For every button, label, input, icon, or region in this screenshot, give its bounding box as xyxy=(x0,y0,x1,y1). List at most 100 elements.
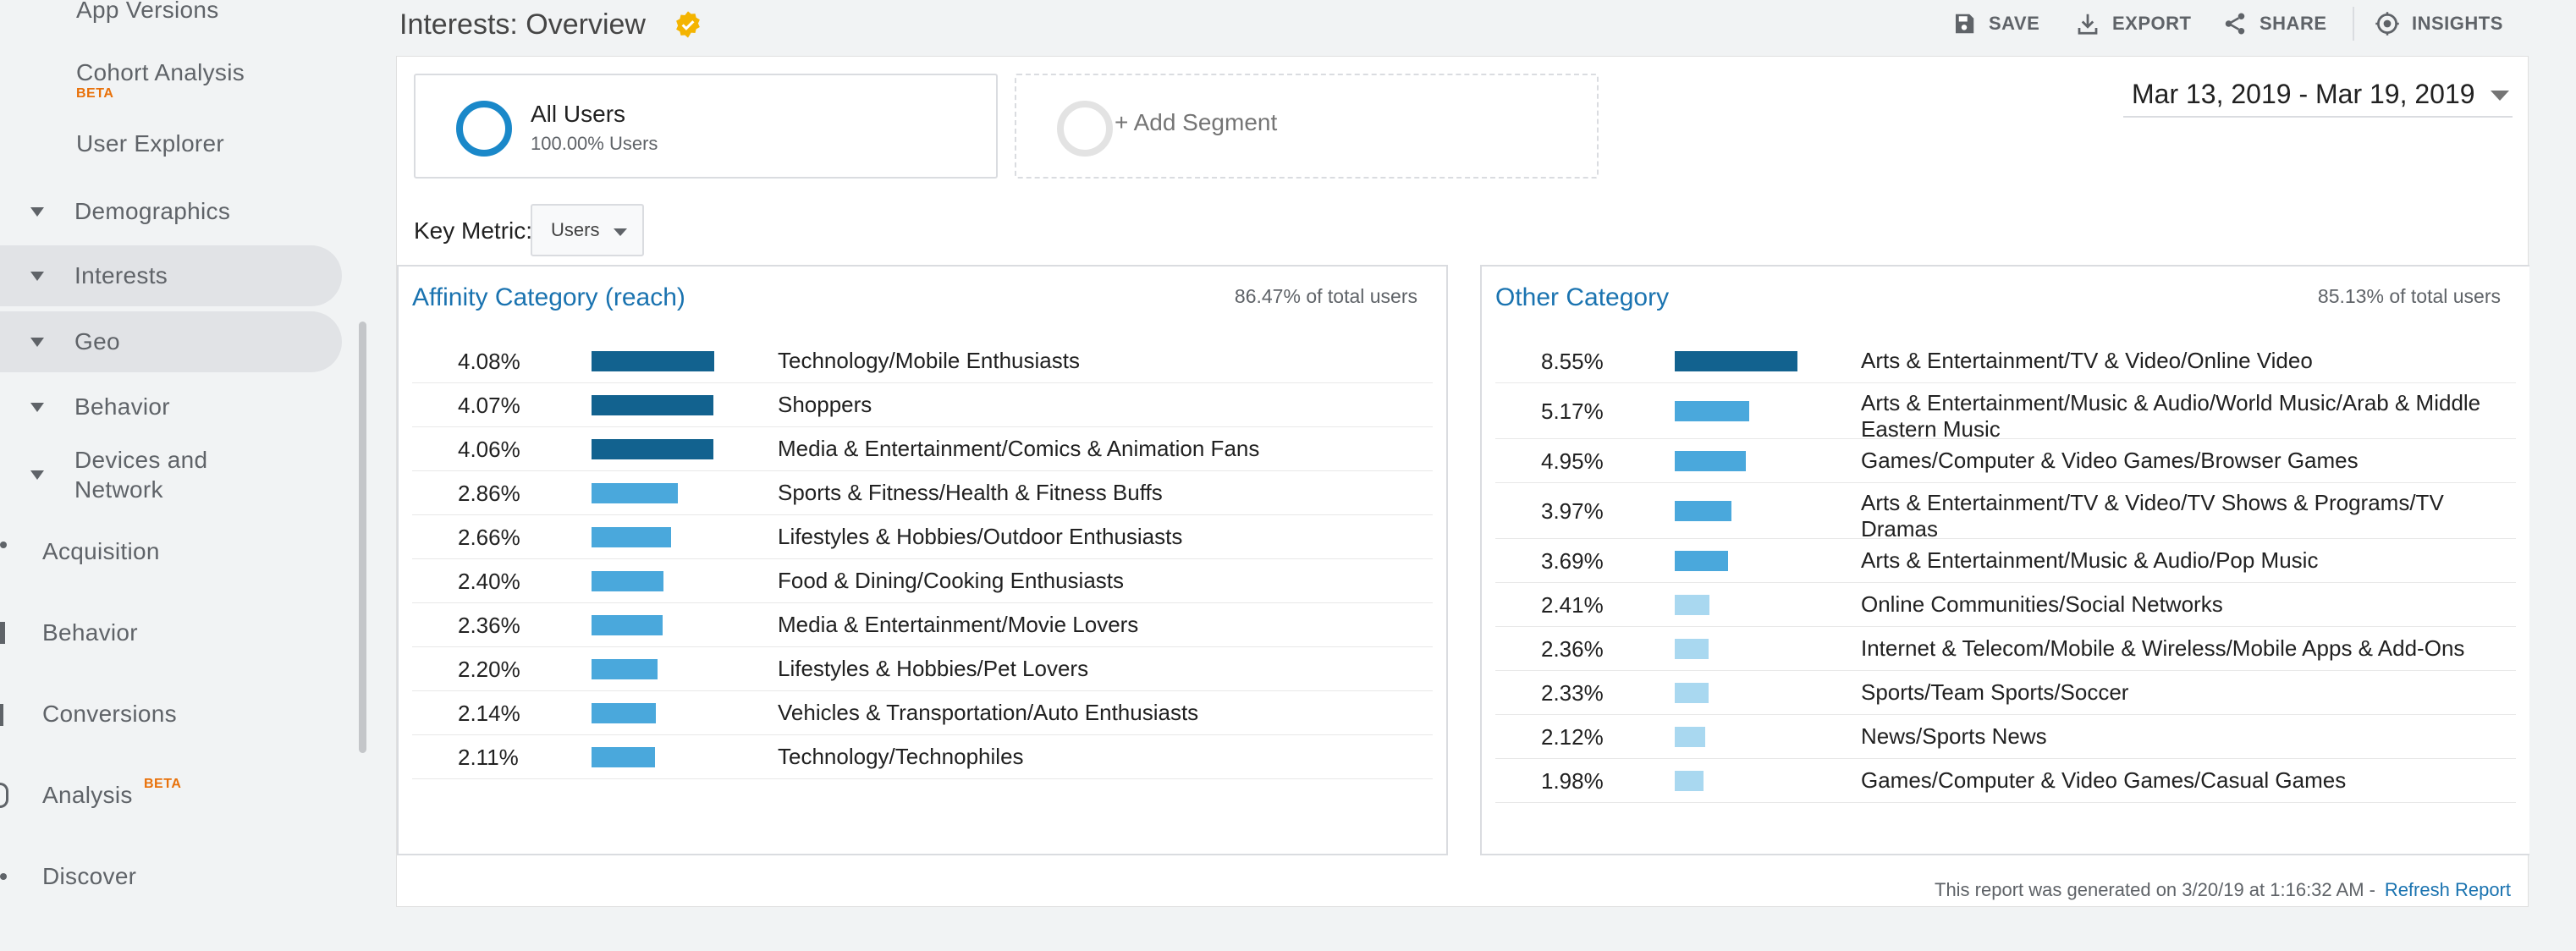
category-label[interactable]: Arts & Entertainment/TV & Video/Online V… xyxy=(1861,348,2313,373)
insights-button[interactable]: INSIGHTS xyxy=(2375,10,2503,37)
category-label[interactable]: Vehicles & Transportation/Auto Enthusias… xyxy=(778,700,1199,725)
sidebar-item-conversions[interactable]: Conversions xyxy=(42,701,177,727)
category-label[interactable]: Lifestyles & Hobbies/Outdoor Enthusiasts xyxy=(778,524,1183,549)
save-icon xyxy=(1956,14,1974,34)
sidebar-item-geo[interactable]: Geo xyxy=(74,328,120,355)
percent-value: 4.07% xyxy=(458,393,520,418)
percent-value: 2.40% xyxy=(458,569,520,594)
table-row: 4.08% Technology/Mobile Enthusiasts xyxy=(412,339,1433,383)
analysis-icon xyxy=(0,783,8,808)
reach-bar xyxy=(592,527,671,547)
affinity-panel-title[interactable]: Affinity Category (reach) xyxy=(412,283,685,311)
category-label[interactable]: Food & Dining/Cooking Enthusiasts xyxy=(778,568,1125,593)
category-label[interactable]: Arts & Entertainment/TV & Video/TV Shows… xyxy=(1861,490,2444,541)
export-label: EXPORT xyxy=(2112,13,2192,34)
add-segment-label: + Add Segment xyxy=(1115,109,1278,135)
segment-all-users[interactable]: All Users 100.00% Users xyxy=(414,74,998,179)
percent-value: 4.06% xyxy=(458,437,520,462)
add-segment-button[interactable]: + Add Segment xyxy=(1015,74,1599,179)
reach-bar xyxy=(592,571,663,591)
table-row: 1.98% Games/Computer & Video Games/Casual… xyxy=(1495,759,2516,803)
sidebar-item-interests[interactable]: Interests xyxy=(74,262,168,289)
key-metric-label: Key Metric: xyxy=(414,217,533,244)
percent-value: 2.86% xyxy=(458,481,520,506)
reach-bar xyxy=(1675,501,1731,521)
percent-value: 2.66% xyxy=(458,525,520,550)
table-row: 2.86% Sports & Fitness/Health & Fitness B… xyxy=(412,471,1433,515)
behavior-icon xyxy=(0,622,5,644)
category-label[interactable]: Internet & Telecom/Mobile & Wireless/Mob… xyxy=(1861,635,2465,661)
table-row: 2.33% Sports/Team Sports/Soccer xyxy=(1495,671,2516,715)
percent-value: 4.08% xyxy=(458,349,520,374)
segment-placeholder-icon xyxy=(1057,101,1113,157)
sidebar-item-acquisition[interactable]: Acquisition xyxy=(42,538,160,564)
sidebar: App Versions Cohort Analysis BETA User E… xyxy=(0,0,372,951)
sidebar-item-demographics[interactable]: Demographics xyxy=(74,198,231,224)
share-button[interactable]: SHARE xyxy=(2222,10,2327,37)
sidebar-item-behavior[interactable]: Behavior xyxy=(42,619,138,646)
other-rows: 8.55% Arts & Entertainment/TV & Video/Onl… xyxy=(1495,339,2516,803)
sidebar-item-devices-network[interactable]: Devices and Network xyxy=(74,447,208,503)
expand-caret-icon xyxy=(30,403,44,412)
table-row: 3.97% Arts & Entertainment/TV & Video/TV … xyxy=(1495,483,2516,541)
other-panel-title[interactable]: Other Category xyxy=(1495,283,1670,311)
table-row: 3.69% Arts & Entertainment/Music & Audio/… xyxy=(1495,539,2516,583)
table-row: 2.20% Lifestyles & Hobbies/Pet Lovers xyxy=(412,647,1433,691)
key-metric-select[interactable]: Users xyxy=(531,204,644,256)
save-label: SAVE xyxy=(1989,13,2040,34)
category-label[interactable]: Sports/Team Sports/Soccer xyxy=(1861,679,2129,705)
percent-value: 3.69% xyxy=(1541,548,1604,574)
toolbar-divider xyxy=(2353,7,2354,41)
reach-bar xyxy=(1675,595,1709,615)
expand-caret-icon xyxy=(30,338,44,347)
insights-icon xyxy=(2375,12,2399,36)
affinity-panel-share: 86.47% of total users xyxy=(1234,285,1417,307)
category-label[interactable]: Sports & Fitness/Health & Fitness Buffs xyxy=(778,480,1163,505)
chevron-down-icon xyxy=(2491,91,2509,101)
category-label[interactable]: Games/Computer & Video Games/Casual Game… xyxy=(1861,767,2347,793)
category-label[interactable]: Media & Entertainment/Comics & Animation… xyxy=(778,436,1260,461)
category-label[interactable]: Technology/Mobile Enthusiasts xyxy=(778,348,1080,373)
report-card: All Users 100.00% Users + Add Segment Ma… xyxy=(396,56,2529,907)
category-label[interactable]: Online Communities/Social Networks xyxy=(1861,591,2223,617)
reach-bar xyxy=(592,439,713,459)
category-label[interactable]: Lifestyles & Hobbies/Pet Lovers xyxy=(778,656,1089,681)
table-row: 8.55% Arts & Entertainment/TV & Video/Onl… xyxy=(1495,339,2516,383)
category-label[interactable]: Arts & Entertainment/Music & Audio/World… xyxy=(1861,390,2481,442)
category-label[interactable]: Media & Entertainment/Movie Lovers xyxy=(778,612,1139,637)
refresh-report-link[interactable]: Refresh Report xyxy=(2384,879,2511,900)
percent-value: 2.36% xyxy=(1541,636,1604,662)
sidebar-item-user-explorer[interactable]: User Explorer xyxy=(76,130,225,157)
category-label[interactable]: Arts & Entertainment/Music & Audio/Pop M… xyxy=(1861,547,2319,573)
category-label[interactable]: News/Sports News xyxy=(1861,723,2047,749)
reach-bar xyxy=(1675,683,1709,703)
export-button[interactable]: EXPORT xyxy=(2075,10,2191,37)
reach-bar xyxy=(1675,351,1797,371)
reach-bar xyxy=(592,351,714,371)
key-metric-value: Users xyxy=(551,219,600,240)
sidebar-item-behavior-sub[interactable]: Behavior xyxy=(74,393,170,420)
category-label[interactable]: Shoppers xyxy=(778,392,872,417)
category-label[interactable]: Games/Computer & Video Games/Browser Gam… xyxy=(1861,448,2359,473)
percent-value: 4.95% xyxy=(1541,448,1604,474)
percent-value: 2.20% xyxy=(458,657,520,682)
sidebar-item-discover[interactable]: Discover xyxy=(42,863,137,889)
sidebar-item-analysis[interactable]: Analysis xyxy=(42,782,133,808)
sidebar-scrollbar[interactable] xyxy=(359,322,366,753)
sidebar-item-app-versions[interactable]: App Versions xyxy=(76,0,219,23)
reach-bar xyxy=(1675,401,1749,421)
reach-bar xyxy=(592,483,678,503)
table-row: 4.95% Games/Computer & Video Games/Browse… xyxy=(1495,439,2516,483)
verified-badge-icon xyxy=(676,11,700,38)
sidebar-item-cohort-analysis[interactable]: Cohort Analysis xyxy=(76,59,245,85)
page-title: Interests: Overview xyxy=(399,8,646,41)
percent-value: 2.12% xyxy=(1541,724,1604,750)
segment-percent: 100.00% Users xyxy=(531,133,658,154)
reach-bar xyxy=(1675,771,1704,791)
date-range-picker[interactable]: Mar 13, 2019 - Mar 19, 2019 xyxy=(2123,75,2513,118)
category-label[interactable]: Technology/Technophiles xyxy=(778,744,1024,769)
percent-value: 2.41% xyxy=(1541,592,1604,618)
reach-bar xyxy=(1675,639,1709,659)
save-button[interactable]: SAVE xyxy=(1951,10,2039,37)
reach-bar xyxy=(592,659,658,679)
